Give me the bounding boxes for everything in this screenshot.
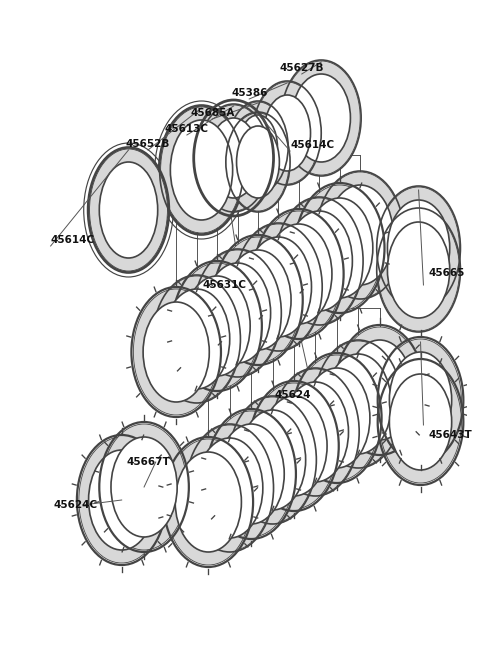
Ellipse shape: [282, 61, 360, 175]
Ellipse shape: [389, 352, 452, 448]
Ellipse shape: [199, 105, 269, 211]
Ellipse shape: [237, 126, 279, 198]
Ellipse shape: [380, 339, 461, 461]
Ellipse shape: [154, 276, 240, 402]
Ellipse shape: [187, 425, 273, 551]
Ellipse shape: [227, 113, 289, 211]
Ellipse shape: [264, 95, 311, 171]
Ellipse shape: [380, 361, 461, 483]
Ellipse shape: [215, 237, 301, 363]
Ellipse shape: [292, 74, 350, 162]
Ellipse shape: [161, 107, 242, 233]
Text: 45685A: 45685A: [190, 108, 234, 118]
Ellipse shape: [184, 276, 250, 376]
Ellipse shape: [294, 355, 380, 481]
Ellipse shape: [170, 120, 233, 220]
Ellipse shape: [254, 82, 320, 184]
Ellipse shape: [387, 222, 450, 318]
Ellipse shape: [240, 410, 306, 510]
Ellipse shape: [236, 224, 321, 350]
Ellipse shape: [208, 411, 294, 537]
Ellipse shape: [315, 341, 401, 467]
Ellipse shape: [208, 118, 259, 198]
Ellipse shape: [325, 354, 391, 454]
Text: 45624: 45624: [275, 390, 311, 400]
Ellipse shape: [195, 250, 280, 376]
Text: 45627B: 45627B: [279, 63, 324, 73]
Ellipse shape: [307, 198, 373, 298]
Ellipse shape: [133, 289, 219, 415]
Ellipse shape: [378, 187, 459, 309]
Ellipse shape: [143, 302, 209, 402]
Ellipse shape: [218, 424, 284, 524]
Text: 45613C: 45613C: [165, 124, 209, 134]
Ellipse shape: [327, 185, 393, 285]
Text: 45667T: 45667T: [127, 457, 170, 467]
Text: 45614C: 45614C: [290, 140, 334, 150]
Text: 45624C: 45624C: [54, 500, 97, 510]
Ellipse shape: [347, 340, 413, 440]
Ellipse shape: [378, 209, 459, 331]
Ellipse shape: [175, 452, 241, 552]
Ellipse shape: [389, 374, 452, 470]
Ellipse shape: [204, 263, 271, 363]
Ellipse shape: [174, 263, 260, 389]
Ellipse shape: [111, 437, 177, 537]
Ellipse shape: [101, 424, 187, 550]
Ellipse shape: [337, 327, 422, 453]
Ellipse shape: [245, 237, 312, 337]
Ellipse shape: [304, 368, 370, 468]
Ellipse shape: [229, 102, 287, 192]
Ellipse shape: [297, 185, 383, 311]
Ellipse shape: [256, 211, 342, 337]
Ellipse shape: [266, 224, 332, 324]
Text: 45614C: 45614C: [50, 235, 95, 245]
Ellipse shape: [164, 289, 230, 389]
Ellipse shape: [166, 439, 251, 565]
Ellipse shape: [282, 382, 348, 482]
Ellipse shape: [197, 438, 263, 538]
Ellipse shape: [276, 198, 362, 324]
Text: 45643T: 45643T: [428, 430, 472, 440]
Ellipse shape: [261, 396, 327, 496]
Ellipse shape: [230, 397, 315, 523]
Ellipse shape: [317, 172, 403, 298]
Text: 45386: 45386: [231, 88, 267, 98]
Ellipse shape: [273, 369, 358, 495]
Ellipse shape: [286, 211, 352, 311]
Ellipse shape: [90, 149, 168, 271]
Text: 45631C: 45631C: [203, 280, 246, 290]
Ellipse shape: [99, 162, 158, 258]
Ellipse shape: [225, 250, 291, 350]
Text: 45665: 45665: [428, 268, 465, 278]
Ellipse shape: [387, 200, 450, 296]
Ellipse shape: [251, 383, 337, 509]
Ellipse shape: [79, 437, 165, 563]
Ellipse shape: [239, 115, 277, 179]
Ellipse shape: [89, 450, 155, 550]
Text: 45652B: 45652B: [126, 139, 170, 149]
